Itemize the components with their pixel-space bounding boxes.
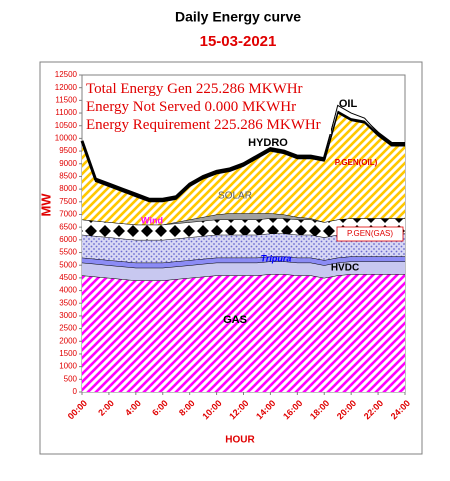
area (82, 218, 405, 240)
series-label: GAS (223, 314, 247, 326)
x-axis-label: HOUR (225, 435, 255, 446)
area (82, 113, 405, 225)
y-tick-label: 12500 (55, 70, 78, 79)
area (82, 233, 405, 263)
y-tick-label: 3500 (59, 298, 77, 307)
area (82, 213, 405, 225)
label-box (336, 226, 404, 242)
annotation: Energy Requirement 225.286 MKWHr (86, 117, 321, 133)
area (82, 256, 405, 268)
y-tick-label: 4500 (59, 273, 77, 282)
y-tick-label: 10500 (55, 121, 78, 130)
y-tick-label: 2500 (59, 324, 77, 333)
y-tick-label: 1000 (59, 362, 77, 371)
y-tick-label: 7500 (59, 197, 77, 206)
area (82, 261, 405, 281)
area-edge (81, 104, 405, 200)
series-label: Wind (141, 215, 163, 225)
annotation-box: Total Energy Gen 225.286 MKWHr Energy No… (86, 80, 331, 134)
y-tick-label: 4000 (59, 286, 77, 295)
y-tick-label: 12000 (55, 83, 78, 92)
y-tick-label: 2000 (59, 336, 77, 345)
y-tick-label: 11000 (55, 108, 77, 117)
series-label: Tripura (261, 253, 292, 263)
y-tick-label: 5500 (59, 248, 77, 257)
y-tick-label: 9500 (59, 146, 77, 155)
chart-title: Daily Energy curve (175, 9, 301, 25)
area (82, 274, 405, 392)
y-tick-label: 1500 (59, 349, 77, 358)
y-tick-label: 9000 (59, 159, 77, 168)
y-tick-label: 6500 (59, 222, 77, 231)
y-tick-label: 10000 (55, 134, 78, 143)
annotation: Total Energy Gen 225.286 MKWHr (86, 81, 303, 97)
y-tick-label: 0 (73, 387, 78, 396)
y-tick-label: 11500 (55, 95, 77, 104)
series-label: HYDRO (248, 137, 288, 149)
series-label: P.GEN(OIL) (335, 158, 378, 167)
y-tick-label: 8500 (59, 172, 77, 181)
y-axis-label: MW (38, 193, 53, 217)
series-label: P.GEN(GAS) (347, 229, 393, 238)
y-tick-label: 500 (64, 374, 78, 383)
series-label: SOLAR (218, 191, 252, 202)
series-label: HVDC (331, 263, 359, 274)
y-tick-label: 8000 (59, 184, 77, 193)
chart-subtitle: 15-03-2021 (200, 33, 277, 50)
y-tick-label: 5000 (59, 260, 77, 269)
annotation: Energy Not Served 0.000 MKWHr (86, 99, 297, 115)
y-tick-label: 7000 (59, 210, 77, 219)
y-tick-label: 3000 (59, 311, 77, 320)
series-label: OIL (339, 98, 358, 110)
y-tick-label: 6000 (59, 235, 77, 244)
